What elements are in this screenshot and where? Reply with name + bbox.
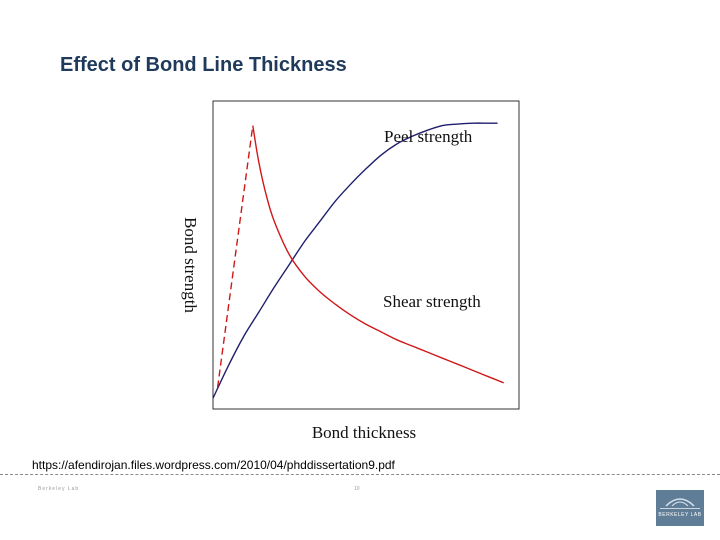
y-axis-label: Bond strength xyxy=(181,217,200,313)
berkeley-lab-logo: BERKELEY LAB xyxy=(656,490,704,526)
x-axis-label: Bond thickness xyxy=(312,423,416,442)
series-line-1 xyxy=(216,125,254,388)
plot-frame xyxy=(212,100,520,410)
source-url[interactable]: https://afendirojan.files.wordpress.com/… xyxy=(32,458,395,472)
slide-title: Effect of Bond Line Thickness xyxy=(60,54,347,76)
page-number: 10 xyxy=(354,486,360,492)
logo-text: BERKELEY LAB xyxy=(658,512,702,518)
series-line-0 xyxy=(212,122,498,399)
footer-divider xyxy=(0,474,720,475)
logo-divider xyxy=(660,508,700,509)
footer-left-text: Berkeley Lab xyxy=(38,486,80,492)
bond-strength-chart: Peel strength Shear strength Bond thickn… xyxy=(181,100,520,442)
peel-strength-label: Peel strength xyxy=(384,127,473,146)
shear-strength-label: Shear strength xyxy=(383,292,481,311)
series-line-2 xyxy=(252,125,504,384)
building-arc-icon xyxy=(665,498,695,507)
